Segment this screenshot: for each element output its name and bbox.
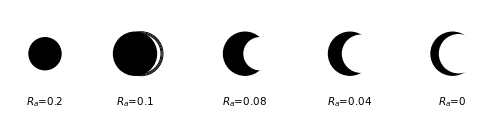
Text: $R_a$=0.1: $R_a$=0.1 — [116, 95, 154, 109]
Circle shape — [328, 33, 372, 76]
Circle shape — [440, 35, 478, 73]
Circle shape — [244, 38, 276, 70]
Text: $R_a$=0.08: $R_a$=0.08 — [222, 95, 268, 109]
Circle shape — [114, 33, 156, 76]
Circle shape — [29, 38, 61, 70]
Text: $R_a$=0: $R_a$=0 — [438, 95, 467, 109]
Circle shape — [342, 36, 380, 73]
Text: $R_a$=0.2: $R_a$=0.2 — [26, 95, 64, 109]
Circle shape — [431, 33, 474, 76]
Circle shape — [224, 33, 266, 76]
Text: $R_a$=0.04: $R_a$=0.04 — [328, 95, 372, 109]
